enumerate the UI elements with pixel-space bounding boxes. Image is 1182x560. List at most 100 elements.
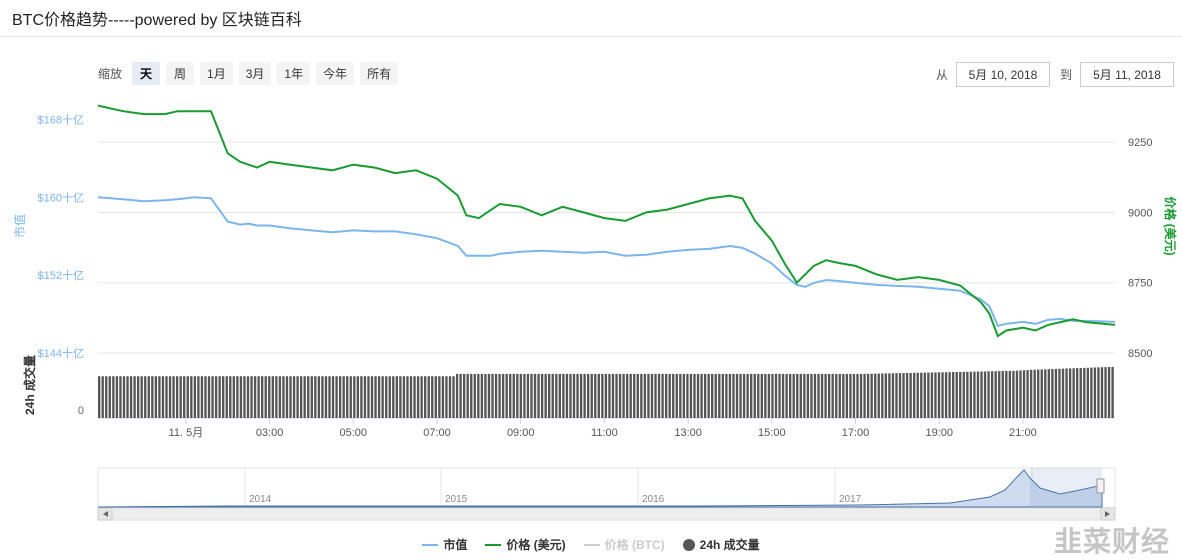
volume-bar bbox=[877, 373, 880, 418]
volume-bar bbox=[1040, 369, 1043, 418]
volume-bar bbox=[462, 373, 466, 418]
volume-bar bbox=[913, 372, 916, 418]
range-to-input[interactable]: 5月 11, 2018 bbox=[1080, 62, 1174, 87]
volume-bar bbox=[374, 376, 377, 418]
volume-bar bbox=[785, 373, 788, 418]
legend-item-volume[interactable]: 24h 成交量 bbox=[682, 536, 760, 553]
left-tick-label: $160十亿 bbox=[38, 190, 84, 204]
volume-bar bbox=[363, 376, 367, 418]
volume-bar bbox=[307, 376, 310, 418]
volume-bar bbox=[718, 373, 721, 418]
volume-bar bbox=[1005, 370, 1008, 418]
volume-bar bbox=[370, 376, 374, 418]
volume-bar bbox=[331, 376, 335, 418]
legend-item-price-usd[interactable]: 价格 (美元) bbox=[485, 536, 566, 553]
volume-bar bbox=[693, 373, 696, 418]
volume-bar bbox=[937, 372, 941, 418]
volume-bar bbox=[792, 373, 795, 418]
volume-bar bbox=[558, 373, 562, 418]
legend: 市值 价格 (美元) 价格 (BTC) 24h 成交量 bbox=[0, 536, 1182, 553]
volume-bar bbox=[1037, 369, 1040, 418]
volume-bar bbox=[994, 371, 997, 418]
volume-bar bbox=[1065, 368, 1068, 418]
legend-label: 市值 bbox=[443, 538, 468, 552]
volume-bar bbox=[296, 376, 299, 418]
navigator-handle[interactable] bbox=[1096, 478, 1105, 494]
volume-bar bbox=[480, 373, 484, 418]
left-tick-label: $144十亿 bbox=[38, 346, 84, 360]
volume-bar bbox=[136, 376, 140, 418]
volume-bar bbox=[501, 373, 505, 418]
volume-bar bbox=[342, 376, 345, 418]
legend-swatch bbox=[682, 538, 695, 551]
zoom-button-day[interactable]: 天 bbox=[132, 62, 161, 85]
volume-bar bbox=[406, 376, 409, 418]
volume-bar bbox=[427, 376, 430, 418]
volume-bar bbox=[562, 373, 565, 418]
volume-bar bbox=[112, 376, 115, 418]
volume-bar bbox=[1104, 367, 1107, 418]
volume-bar bbox=[633, 373, 636, 418]
volume-bar bbox=[154, 376, 158, 418]
volume-bar bbox=[881, 373, 884, 418]
zoom-button-ytd[interactable]: 今年 bbox=[316, 62, 355, 85]
volume-bar bbox=[151, 376, 154, 418]
x-tick-label: 13:00 bbox=[674, 427, 702, 439]
volume-bar bbox=[161, 376, 165, 418]
zoom-button-1month[interactable]: 1月 bbox=[200, 62, 233, 85]
x-tick-label: 11. 5月 bbox=[169, 427, 204, 439]
volume-bar bbox=[750, 373, 753, 418]
volume-bar bbox=[923, 372, 926, 418]
right-axis-ticks: 8500 8750 9000 9250 bbox=[1128, 137, 1152, 360]
volume-bar bbox=[838, 373, 841, 418]
left-tick-label: $152十亿 bbox=[38, 268, 84, 282]
volume-bar bbox=[874, 373, 877, 418]
x-tick-label: 03:00 bbox=[256, 427, 284, 439]
zoom-button-1year[interactable]: 1年 bbox=[277, 62, 311, 85]
volume-bar bbox=[225, 376, 228, 418]
volume-bar bbox=[753, 373, 756, 418]
volume-bar bbox=[824, 373, 827, 418]
volume-bar bbox=[664, 373, 668, 418]
volume-bar bbox=[512, 373, 515, 418]
navigator-scrollbar[interactable] bbox=[97, 507, 1116, 521]
navigator[interactable]: 20142015201620172018 bbox=[97, 467, 1116, 509]
volume-bar bbox=[1097, 367, 1100, 418]
legend-label: 价格 (美元) bbox=[506, 538, 566, 552]
volume-bar bbox=[395, 376, 399, 418]
legend-label: 价格 (BTC) bbox=[604, 538, 665, 552]
volume-bar bbox=[973, 371, 976, 418]
zoom-button-all[interactable]: 所有 bbox=[360, 62, 399, 85]
volume-bar bbox=[788, 373, 792, 418]
volume-bar bbox=[948, 372, 951, 418]
legend-item-market-cap[interactable]: 市值 bbox=[422, 536, 467, 553]
volume-bar bbox=[1076, 368, 1079, 418]
volume-bar bbox=[696, 373, 700, 418]
date-range: 从 5月 10, 2018 到 5月 11, 2018 bbox=[926, 62, 1174, 87]
volume-bar bbox=[725, 373, 728, 418]
volume-bar bbox=[647, 373, 650, 418]
volume-bar bbox=[916, 372, 919, 418]
zoom-button-3month[interactable]: 3月 bbox=[238, 62, 272, 85]
volume-bar bbox=[168, 376, 172, 418]
volume-bar bbox=[494, 373, 498, 418]
navigator-selection[interactable] bbox=[1030, 468, 1102, 508]
volume-bar bbox=[714, 373, 717, 418]
volume-bar bbox=[349, 376, 352, 418]
volume-bar bbox=[424, 376, 427, 418]
zoom-button-week[interactable]: 周 bbox=[166, 62, 195, 85]
volume-bar bbox=[1111, 366, 1114, 418]
right-tick-label: 8500 bbox=[1128, 348, 1152, 360]
legend-item-price-btc[interactable]: 价格 (BTC) bbox=[583, 536, 665, 553]
volume-bar bbox=[1107, 366, 1111, 418]
volume-bar bbox=[335, 376, 338, 418]
range-from-input[interactable]: 5月 10, 2018 bbox=[955, 62, 1050, 87]
volume-bar bbox=[381, 376, 384, 418]
volume-bar bbox=[183, 376, 186, 418]
volume-bar bbox=[888, 373, 891, 418]
volume-bar bbox=[282, 376, 285, 418]
x-tick-label: 21:00 bbox=[1009, 427, 1037, 439]
volume-bar bbox=[990, 371, 994, 418]
volume-bar bbox=[115, 376, 119, 418]
